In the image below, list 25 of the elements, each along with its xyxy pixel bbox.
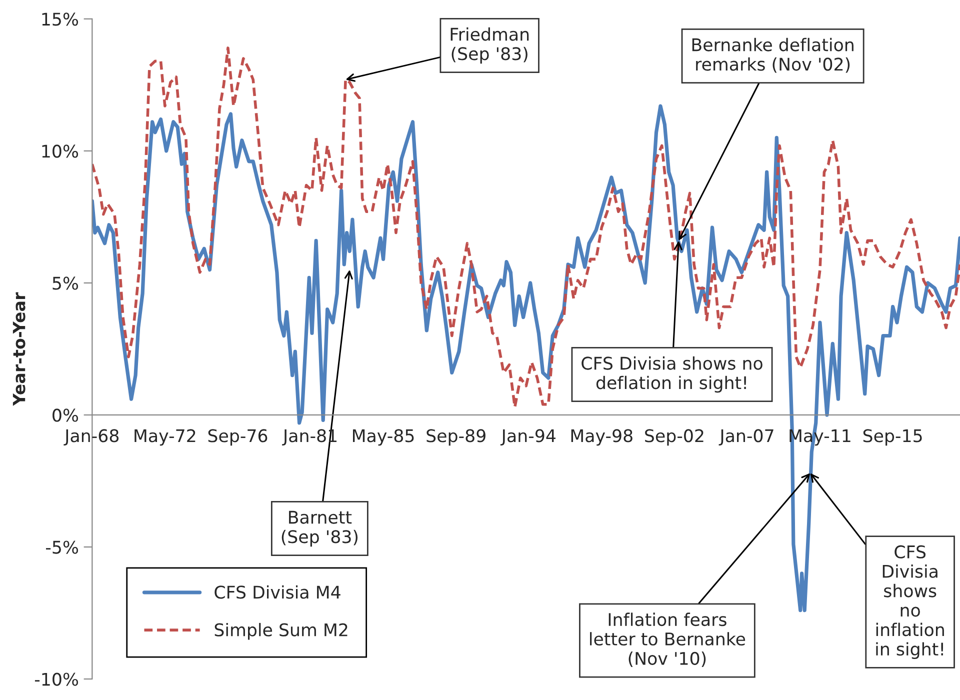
y-axis-title: Year-to-Year <box>12 292 26 406</box>
y-tick-label: 0% <box>52 408 78 422</box>
x-tick-label: Jan-68 <box>64 429 119 446</box>
y-tick-label: 15% <box>42 12 78 26</box>
x-tick-label: May-98 <box>571 429 632 446</box>
y-tick-label: 5% <box>52 276 78 290</box>
legend-label: Simple Sum M2 <box>214 622 348 640</box>
annotation: CFS Divisia shows no inflation in sight! <box>876 545 944 660</box>
annotation: Inflation fears letter to Bernanke (Nov '10) <box>590 612 746 668</box>
y-tick-label: -5% <box>46 540 78 554</box>
x-tick-label: May-85 <box>352 429 414 446</box>
annotation: Friedman (Sep '83) <box>450 27 529 64</box>
x-tick-label: Jan-07 <box>718 429 774 446</box>
y-tick-label: -10% <box>34 672 78 686</box>
annotation: Bernanke deflation remarks (Nov '02) <box>692 38 854 73</box>
legend-label: CFS Divisia M4 <box>214 585 340 599</box>
x-tick-label: Jan-94 <box>500 429 556 446</box>
x-tick-label: Sep-76 <box>208 429 268 446</box>
annotation: Barnett (Sep '83) <box>282 510 358 547</box>
annotation: CFS Divisia shows no deflation in sight! <box>582 356 762 393</box>
x-tick-label: Sep-02 <box>645 429 704 446</box>
y-tick-label: 10% <box>42 144 78 158</box>
x-tick-label: May-72 <box>134 429 196 446</box>
x-tick-label: Sep-15 <box>863 429 922 446</box>
x-tick-label: Sep-89 <box>426 429 486 446</box>
